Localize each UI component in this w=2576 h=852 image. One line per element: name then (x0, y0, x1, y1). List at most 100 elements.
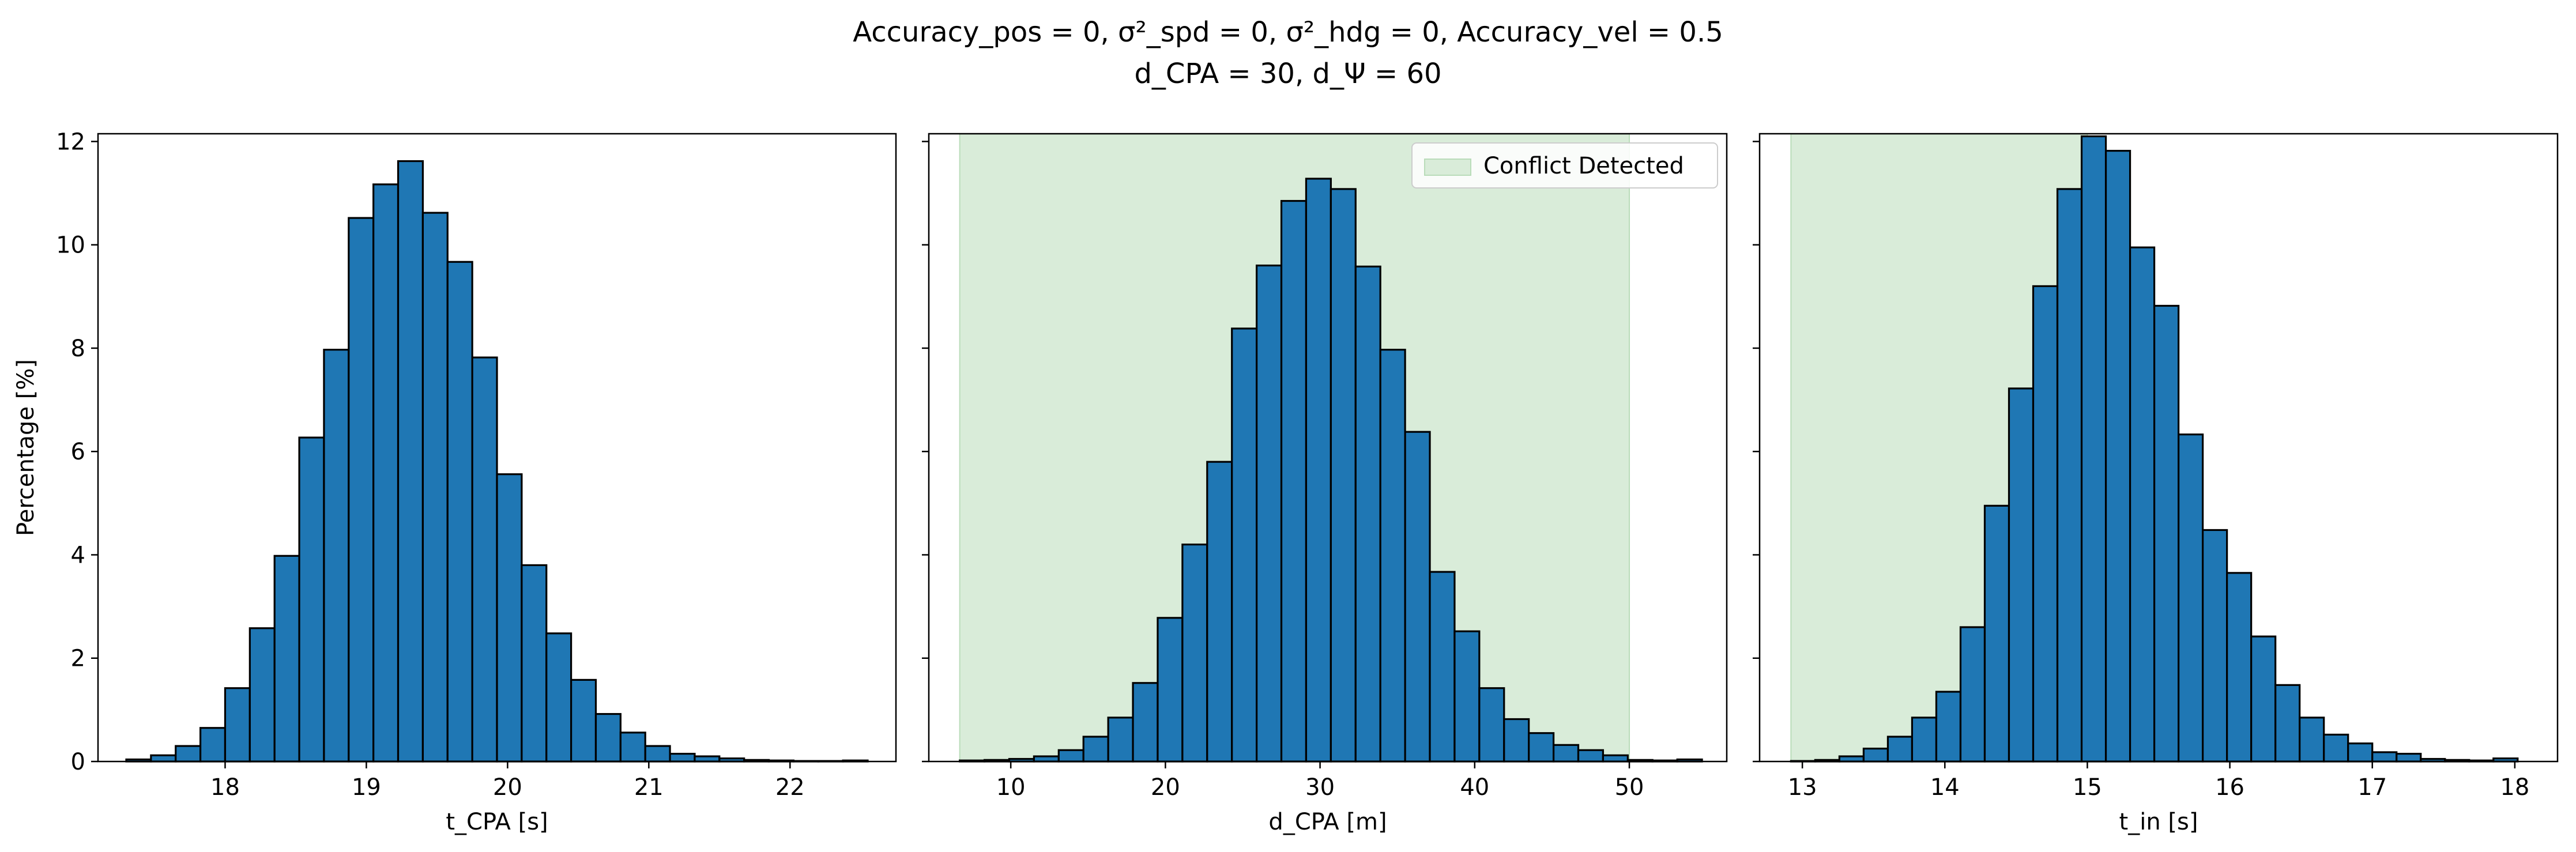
histogram-bar (1602, 754, 1629, 763)
histogram-bar (2226, 572, 2253, 763)
x-tick-label: 15 (2073, 774, 2102, 801)
histogram-bar (1838, 755, 1865, 763)
figure-title-line-2: d_CPA = 30, d_Ψ = 60 (1134, 58, 1441, 90)
y-tick-label: 4 (71, 542, 85, 568)
histogram-bar (1231, 327, 1258, 763)
y-tick-label: 12 (56, 129, 85, 155)
histogram-bar (372, 183, 400, 763)
x-axis-label: d_CPA [m] (1268, 809, 1387, 835)
x-tick-label: 19 (352, 774, 381, 801)
histogram-bar (1107, 717, 1134, 763)
histogram-bar (1429, 571, 1456, 763)
x-tick-label: 13 (1788, 774, 1817, 801)
x-tick-label: 50 (1615, 774, 1644, 801)
histogram-bar (1862, 747, 1889, 763)
histogram-bar (1057, 749, 1084, 763)
x-tick-label: 18 (210, 774, 240, 801)
histogram-bar (619, 732, 646, 763)
histogram-bar (1082, 736, 1109, 763)
histogram-bar (2080, 135, 2107, 763)
histogram-bar (1379, 349, 1406, 763)
histogram-bar (644, 745, 671, 763)
histogram-bar (1157, 617, 1184, 763)
histogram-bar (1983, 504, 2010, 763)
histogram-bar (1552, 744, 1580, 763)
x-tick-label: 17 (2357, 774, 2387, 801)
histogram-bar (694, 755, 721, 763)
histogram-bar (1354, 265, 1381, 763)
legend-label: Conflict Detected (1483, 153, 1684, 179)
y-tick-label: 2 (71, 646, 85, 672)
x-tick-label: 22 (775, 774, 805, 801)
histogram-bar (1911, 717, 1938, 763)
histogram-bar (2299, 717, 2325, 763)
x-tick-label: 40 (1460, 774, 1489, 801)
histogram-bar (323, 349, 350, 763)
histogram-bar (1577, 749, 1605, 763)
histogram-bar (2104, 149, 2131, 763)
histogram-bar (2202, 529, 2228, 763)
axes-frame (928, 133, 1728, 763)
histogram-bar (2250, 635, 2277, 763)
histogram-bar (545, 632, 573, 763)
subplot-3: 13 14 15 16 17 18 t_in [s] (1753, 133, 2559, 835)
histogram-bar (521, 564, 548, 763)
histogram-bar (669, 752, 696, 763)
subplots: 18 19 20 21 22 0 2 4 6 8 10 12 t_CPA [s] Percentage [… (13, 129, 2559, 835)
x-tick-label: 10 (996, 774, 1026, 801)
y-tick-label: 0 (71, 749, 85, 775)
histogram-bar (1503, 718, 1530, 763)
figure-title-line-1: Accuracy_pos = 0, σ²_spd = 0, σ²_hdg = 0… (853, 16, 1723, 48)
y-axis-label: Percentage [%] (13, 359, 39, 536)
histogram-bar (1528, 732, 1555, 763)
histogram-bar (348, 217, 375, 763)
x-tick-label: 18 (2500, 774, 2529, 801)
histogram-bar (1181, 543, 1208, 763)
histogram-bar (2008, 387, 2035, 763)
legend-box (1411, 142, 1718, 189)
histogram-bar (594, 712, 622, 763)
subplot-1: 18 19 20 21 22 0 2 4 6 8 10 12 t_CPA [s] Percentage [… (13, 129, 897, 835)
y-tick-label: 10 (56, 232, 85, 259)
histogram-bar (1280, 199, 1308, 763)
axes-frame (97, 133, 897, 763)
histogram-bar (2323, 733, 2349, 763)
histogram-bar (1453, 630, 1481, 763)
histogram-bar (397, 160, 424, 763)
histogram-bar (2274, 684, 2301, 763)
legend: Conflict Detected (1411, 142, 1718, 189)
histogram-bar (1305, 178, 1332, 763)
histogram-bar (2129, 246, 2156, 763)
histogram-bar (496, 473, 523, 763)
histogram-bar (1132, 682, 1159, 763)
histogram-bar (2153, 304, 2180, 763)
histogram-bar (175, 745, 202, 763)
histogram-bar (298, 436, 325, 763)
x-tick-label: 20 (493, 774, 522, 801)
histogram-bar (248, 627, 276, 763)
histogram-bar (421, 212, 449, 763)
histogram-bar (446, 261, 473, 763)
histogram-bar (2396, 752, 2422, 763)
histogram-bar (471, 356, 498, 763)
histogram-bar (2056, 188, 2083, 763)
histogram-bar (273, 555, 300, 763)
x-tick-label: 20 (1151, 774, 1180, 801)
histogram-bar (2371, 751, 2398, 763)
histogram-bar (1478, 687, 1505, 763)
x-tick-label: 30 (1305, 774, 1335, 801)
histogram-bar (150, 754, 177, 763)
histogram-bar (2347, 742, 2374, 763)
histogram-bar (199, 727, 227, 763)
histogram-bar (1935, 691, 1962, 763)
histogram-bar (1033, 755, 1060, 763)
legend-swatch (1424, 159, 1471, 176)
histogram-bar (570, 678, 597, 763)
histogram-bar (1886, 736, 1914, 763)
y-tick-label: 8 (71, 335, 85, 362)
x-tick-label: 21 (634, 774, 664, 801)
x-axis-label: t_CPA [s] (446, 809, 548, 835)
subplot-2: 10 20 30 40 50 d_CPA [m] Conflict Detected (922, 133, 1728, 835)
histogram-bar (1206, 461, 1233, 763)
